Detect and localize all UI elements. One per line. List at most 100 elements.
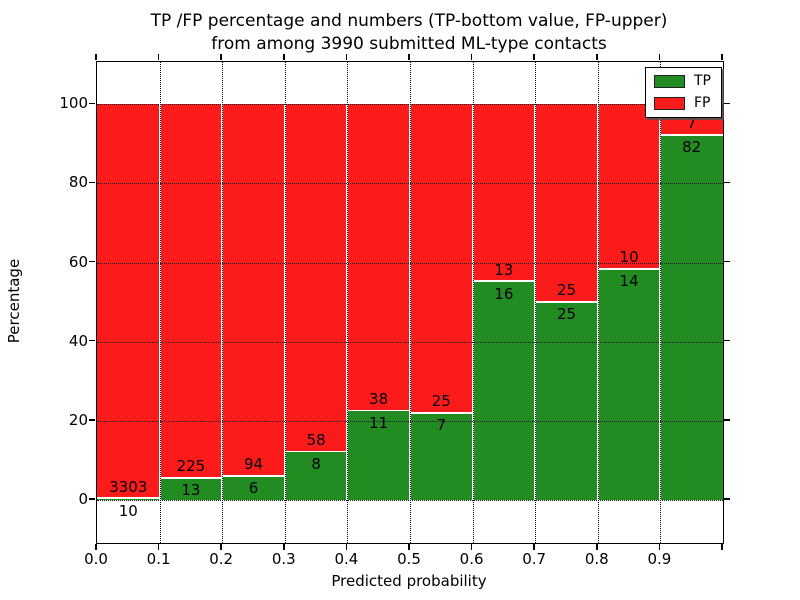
legend-swatch-fp-icon xyxy=(654,97,685,110)
gridline-vertical xyxy=(472,62,474,543)
x-tick-mark xyxy=(470,543,473,550)
bar-segment-fp xyxy=(598,104,660,268)
x-tick-mark-top xyxy=(345,53,348,60)
bar-segment-tp xyxy=(661,135,723,500)
bar-label-tp: 8 xyxy=(311,454,321,473)
bar-label-fp: 225 xyxy=(176,457,206,476)
x-tick-mark-top xyxy=(220,53,222,60)
gridline-vertical xyxy=(222,62,224,543)
x-tick-mark xyxy=(658,543,661,550)
y-tick-label: 100 xyxy=(59,94,88,113)
bar-segment-fp xyxy=(536,104,597,301)
x-tick-label: 0.4 xyxy=(334,550,359,568)
x-tick-mark xyxy=(533,543,535,550)
gridline-horizontal xyxy=(97,183,723,185)
bar-label-fp: 10 xyxy=(619,248,639,267)
bar-segment-fp xyxy=(160,104,222,477)
x-tick-mark xyxy=(721,543,723,550)
gridline-vertical xyxy=(660,62,662,543)
x-tick-mark-top xyxy=(95,53,97,60)
plot-area: TP FP 3303 10 225 13 94 6 58 8 38 11 25 7 13 16 25 25 10… xyxy=(96,61,724,544)
y-tick-mark xyxy=(88,498,95,500)
bar-segment-fp xyxy=(473,104,535,281)
x-tick-mark-top xyxy=(721,53,723,60)
bar-segment-tp xyxy=(97,499,159,500)
x-tick-mark-top xyxy=(408,53,410,60)
x-tick-label: 0.2 xyxy=(209,550,234,568)
bar-label-fp: 13 xyxy=(494,260,514,279)
gridline-horizontal xyxy=(97,420,723,422)
x-axis-label: Predicted probability xyxy=(331,572,487,590)
y-tick-mark xyxy=(88,419,95,421)
x-tick-mark-top xyxy=(157,53,160,60)
bar-segment-tp xyxy=(536,302,597,500)
bar-segment-tp xyxy=(223,476,284,500)
bar-label-tp: 82 xyxy=(682,138,702,157)
x-tick-mark xyxy=(596,543,598,550)
y-tick-mark-right xyxy=(723,339,730,342)
bar-segment-fp xyxy=(97,104,159,498)
y-tick-label: 60 xyxy=(68,252,88,271)
y-tick-mark-right xyxy=(723,181,730,184)
x-tick-label: 0.8 xyxy=(584,550,609,568)
gridline-horizontal xyxy=(97,499,723,501)
gridline-horizontal xyxy=(97,341,723,343)
y-tick-label: 20 xyxy=(68,410,88,429)
bar-segment-tp xyxy=(473,282,535,500)
y-tick-mark-right xyxy=(723,498,730,500)
bar-label-tp: 13 xyxy=(181,481,201,500)
chart-title-line1: TP /FP percentage and numbers (TP-bottom… xyxy=(150,11,668,31)
y-tick-mark-right xyxy=(723,419,730,421)
x-tick-mark-top xyxy=(658,53,661,60)
y-tick-mark-right xyxy=(723,102,730,105)
x-tick-label: 0.3 xyxy=(271,550,296,568)
gridline-vertical xyxy=(597,62,599,543)
legend-label-fp: FP xyxy=(694,95,711,111)
bar-segment-tp xyxy=(285,452,347,500)
bar-label-fp: 7 xyxy=(686,114,697,133)
legend-entry-tp: TP xyxy=(654,74,711,89)
x-tick-mark xyxy=(95,543,97,550)
x-tick-mark-top xyxy=(470,53,473,60)
x-tick-label: 0.0 xyxy=(84,550,108,568)
chart-title-line2: from among 3990 submitted ML-type contac… xyxy=(211,34,607,54)
bar-label-tp: 10 xyxy=(118,501,138,520)
gridline-vertical xyxy=(410,62,411,543)
bar-label-fp: 94 xyxy=(243,455,264,474)
bar-segment-fp xyxy=(285,104,347,451)
bar-label-fp: 25 xyxy=(556,281,577,300)
x-tick-mark xyxy=(408,543,410,550)
gridline-vertical xyxy=(159,62,161,543)
legend-swatch-tp-icon xyxy=(654,75,685,88)
x-tick-mark xyxy=(220,543,222,550)
gridline-vertical xyxy=(347,62,349,543)
x-tick-mark xyxy=(283,543,285,550)
y-tick-mark xyxy=(88,339,95,342)
bar-segment-tp xyxy=(160,478,222,500)
legend-entry-fp: FP xyxy=(654,96,711,111)
x-tick-mark xyxy=(345,543,348,550)
bar-segment-tp xyxy=(411,413,472,500)
y-tick-label: 0 xyxy=(78,489,88,508)
x-tick-label: 0.1 xyxy=(146,550,171,568)
y-axis-label: Percentage xyxy=(5,258,23,344)
gridline-vertical xyxy=(284,62,286,543)
bar-segment-fp xyxy=(348,104,409,410)
x-tick-label: 0.9 xyxy=(647,550,672,568)
y-tick-label: 40 xyxy=(68,331,88,350)
x-tick-mark-top xyxy=(596,53,598,60)
bar-label-tp: 6 xyxy=(248,479,259,498)
bar-label-fp: 38 xyxy=(369,390,389,409)
bar-segment-fp xyxy=(411,104,472,412)
gridline-vertical xyxy=(535,62,537,543)
x-tick-label: 0.5 xyxy=(397,550,421,568)
bar-label-fp: 58 xyxy=(306,430,326,449)
bar-segment-tp xyxy=(598,269,660,500)
x-tick-mark-top xyxy=(533,53,535,60)
y-tick-label: 80 xyxy=(68,173,88,192)
y-tick-mark xyxy=(88,260,95,263)
bar-label-tp: 25 xyxy=(556,305,577,324)
bar-label-tp: 16 xyxy=(494,284,514,303)
bar-label-tp: 11 xyxy=(369,414,389,433)
